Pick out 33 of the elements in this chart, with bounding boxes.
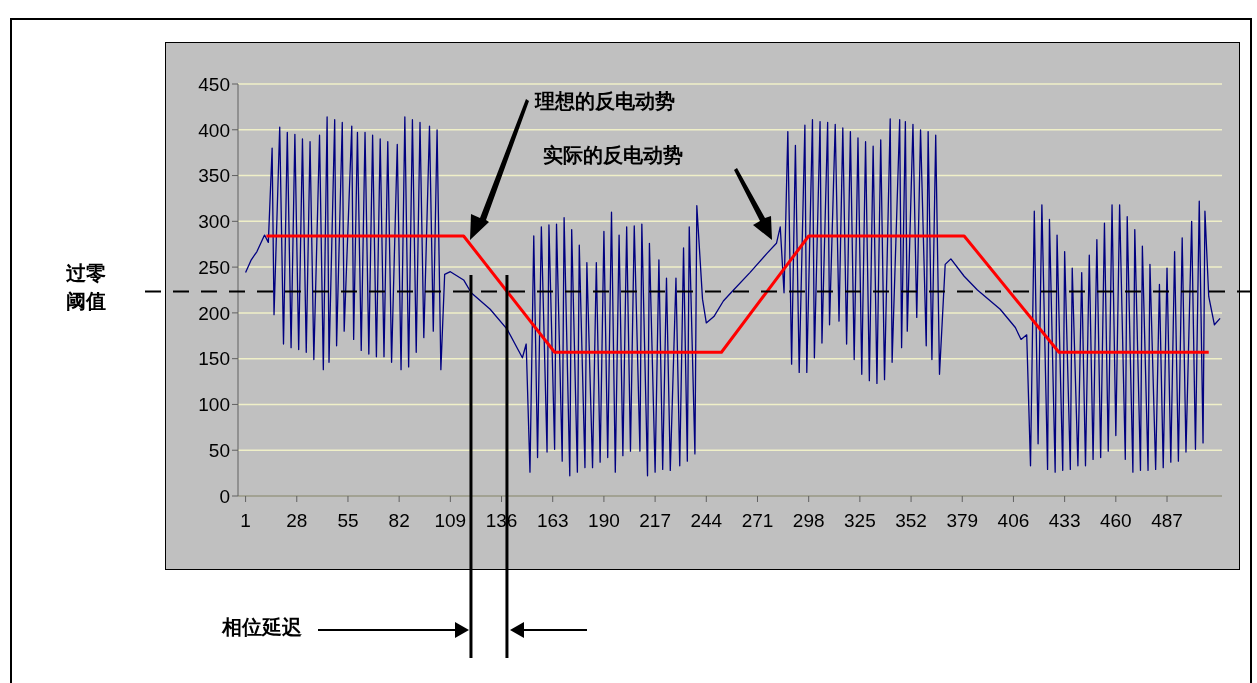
x-tick-label: 298 — [792, 510, 825, 532]
annotation: 理想的反电动势 — [535, 89, 676, 114]
line-series — [244, 116, 1221, 477]
x-tick-label: 460 — [1099, 510, 1132, 532]
x-tick-label: 352 — [895, 510, 927, 532]
y-tick-label: 450 — [198, 73, 230, 95]
x-tick-label: 406 — [997, 510, 1030, 532]
y-tick-label: 350 — [198, 165, 230, 187]
x-tick-label: 379 — [946, 510, 979, 532]
text: 相位延迟 — [222, 615, 303, 640]
x-tick-label: 325 — [844, 510, 876, 532]
x-tick-label: 1 — [240, 510, 251, 532]
y-tick-label: 50 — [208, 439, 230, 461]
x-tick-label: 163 — [536, 510, 569, 532]
annotation: 实际的反电动势 — [543, 143, 684, 168]
y-tick-label: 250 — [198, 256, 230, 278]
x-tick-label: 55 — [337, 510, 359, 532]
x-tick-label: 190 — [588, 510, 620, 532]
x-tick-label: 271 — [741, 510, 774, 532]
x-tick-label: 244 — [690, 510, 723, 532]
y-tick-label: 300 — [198, 211, 230, 233]
y-tick-label: 400 — [198, 119, 230, 141]
x-tick-label: 28 — [286, 510, 308, 532]
x-tick-label: 433 — [1048, 510, 1081, 532]
x-tick-label: 487 — [1151, 510, 1183, 532]
x-tick-label: 109 — [434, 510, 467, 532]
y-tick-label: 200 — [198, 302, 230, 324]
x-tick-label: 82 — [388, 510, 410, 532]
y-tick-label: 100 — [198, 394, 230, 416]
x-tick-label: 217 — [639, 510, 671, 532]
ref-line-label: 过零阈值 — [66, 261, 107, 315]
y-tick-label: 0 — [219, 485, 230, 507]
y-tick-label: 150 — [198, 348, 230, 370]
